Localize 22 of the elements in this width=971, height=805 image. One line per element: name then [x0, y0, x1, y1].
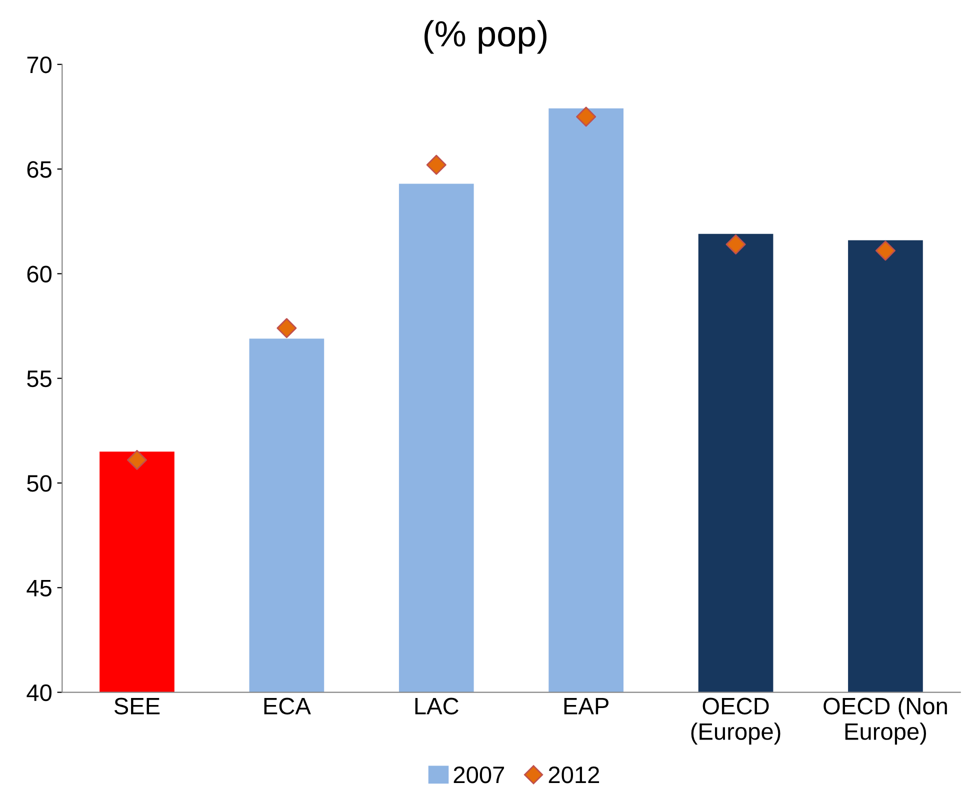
y-tick-label: 45 [26, 580, 52, 596]
x-tick-label: ECA [264, 698, 311, 715]
x-tick-label: LAC [415, 698, 458, 715]
point [875, 240, 896, 261]
x-tick-label: OECD (Non Europe) [824, 697, 947, 745]
x-tick-label: OECD (Europe) [691, 698, 780, 745]
y-tick-label: 55 [27, 370, 52, 388]
point [576, 106, 596, 127]
x-tick-label: EAP [564, 698, 608, 714]
y-tick-label: 50 [27, 475, 52, 492]
legend-label: 2012 [548, 766, 600, 784]
y-tick-label: 65 [27, 161, 52, 178]
point [126, 450, 148, 470]
legend-label: 2007 [454, 766, 504, 784]
y-tick-label: 60 [27, 266, 52, 282]
y-tick-label: 40 [26, 684, 52, 702]
point [726, 234, 746, 254]
point [426, 154, 446, 175]
y-tick-label: 70 [27, 56, 52, 74]
chart-title: (% pop) [424, 20, 546, 54]
point [276, 318, 297, 338]
x-tick-label: SEE [114, 698, 160, 715]
